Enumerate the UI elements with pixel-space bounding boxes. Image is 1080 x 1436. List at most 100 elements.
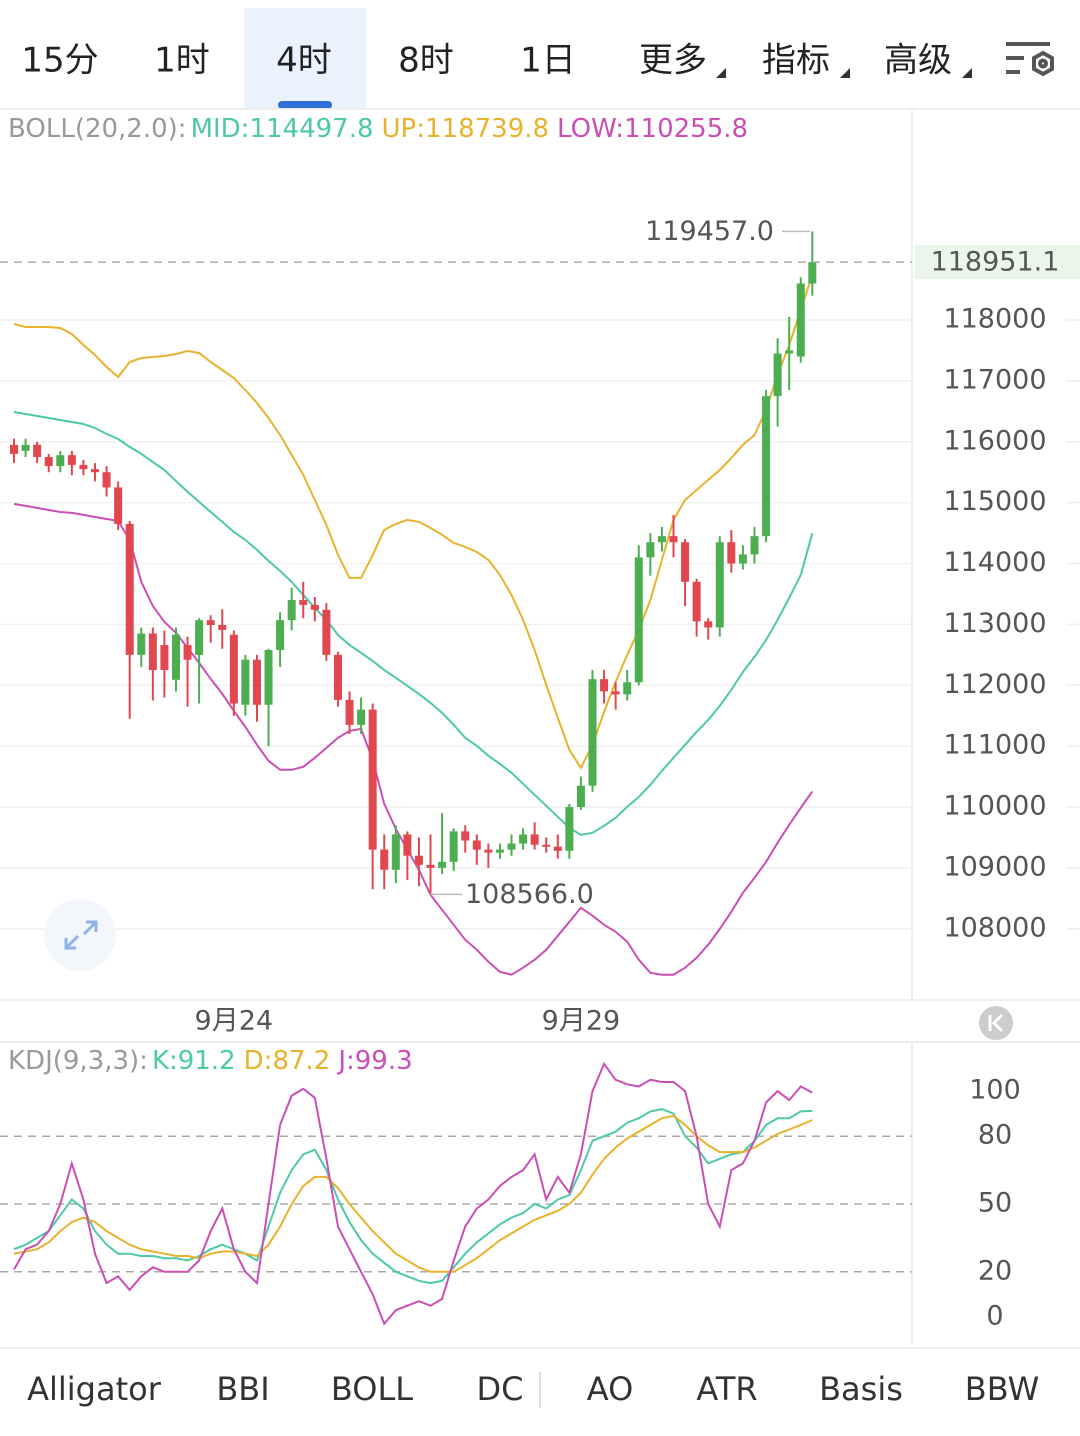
candle-body — [252, 659, 261, 705]
indicator-line — [13, 1061, 813, 1326]
candle-body — [125, 523, 134, 655]
tab[interactable]: 8时 — [398, 41, 454, 81]
candle-body — [576, 785, 585, 808]
candle-body — [33, 444, 42, 457]
y-tick-label: 113000 — [943, 608, 1046, 639]
legend-value: 99.3 — [355, 1046, 413, 1076]
y-tick-label: 80 — [978, 1120, 1012, 1151]
current-price-box — [915, 245, 1080, 280]
indicator-tab[interactable]: BOLL — [331, 1370, 413, 1408]
candle-body — [90, 469, 99, 473]
candle-body — [403, 834, 412, 856]
candle-body — [657, 536, 666, 543]
candle-body — [195, 620, 204, 655]
indicator-header: KDJ(9,3,3): K:91.2 D:87.2 J:99.3 — [8, 1046, 413, 1076]
y-tick-label: 112000 — [943, 669, 1046, 700]
indicator-line — [13, 274, 814, 770]
indicator-tab[interactable]: Alligator — [27, 1370, 162, 1408]
y-tick-label: 117000 — [943, 364, 1046, 395]
tab[interactable]: 指标 — [762, 41, 830, 81]
x-tick-label: 9月29 — [542, 1006, 621, 1037]
candle-body — [264, 649, 273, 705]
current-price-label: 118951.1 — [931, 247, 1060, 278]
candle-body — [183, 645, 192, 660]
candle-body — [704, 621, 713, 628]
y-tick-label: 115000 — [943, 486, 1046, 517]
candle-body — [669, 536, 678, 543]
indicator-name: KDJ(9,3,3): — [8, 1046, 148, 1076]
candle-body — [310, 604, 319, 610]
candle-body — [322, 609, 331, 655]
indicator-line — [13, 1108, 813, 1285]
candle-body — [21, 444, 30, 451]
candle-body — [773, 353, 782, 397]
y-tick-label: 110000 — [943, 791, 1046, 822]
tab[interactable]: 15分 — [21, 41, 98, 81]
candle-body — [171, 634, 180, 680]
candle-body — [56, 455, 65, 467]
indicator-tab[interactable]: BBW — [965, 1370, 1039, 1408]
tab[interactable]: 4时 — [276, 41, 332, 81]
candle-body — [738, 554, 747, 564]
candle-body — [785, 350, 794, 354]
candle-body — [79, 464, 88, 470]
settings-icon[interactable] — [1006, 42, 1054, 77]
kdj-chart: 0 20 50 80 100 KDJ(9,3,3): K:91.2 D:87.2 J:99.3 — [0, 1046, 1021, 1331]
y-tick-label: 118000 — [943, 304, 1046, 335]
candle-body — [600, 679, 609, 692]
y-tick-label: 114000 — [943, 547, 1046, 578]
candle-body — [692, 581, 701, 622]
legend-name: J: — [336, 1046, 354, 1076]
candle-body — [44, 456, 53, 467]
indicator-tab[interactable]: AO — [587, 1370, 634, 1408]
candle-body — [10, 444, 18, 454]
candle-body — [530, 834, 539, 845]
y-tick-label: 50 — [978, 1188, 1012, 1219]
candle-body — [762, 396, 771, 537]
legend-value: 118739.8 — [425, 114, 549, 144]
tab[interactable]: 高级 — [884, 41, 952, 81]
indicator-line — [13, 1114, 813, 1273]
candle-body — [345, 699, 354, 725]
y-tick-label: 0 — [986, 1300, 1003, 1331]
y-tick-label: 116000 — [943, 425, 1046, 456]
dropdown-marker — [962, 68, 972, 78]
candle-body — [299, 600, 308, 605]
candle-body — [426, 864, 435, 868]
candle-body — [229, 634, 238, 704]
candle-body — [472, 840, 481, 850]
tab[interactable]: 1时 — [154, 41, 210, 81]
indicator-tab[interactable]: DC — [477, 1370, 524, 1408]
candle-body — [449, 831, 458, 862]
tab[interactable]: 1日 — [520, 41, 576, 81]
legend-value: 87.2 — [272, 1046, 330, 1076]
legend-name: MID: — [191, 114, 250, 144]
candle-body — [727, 542, 736, 564]
candle-body — [588, 679, 597, 786]
candle-body — [276, 620, 285, 650]
dropdown-marker — [840, 68, 850, 78]
y-tick-label: 111000 — [943, 730, 1046, 761]
candle-body — [206, 620, 215, 626]
x-tick-label: 9月24 — [195, 1006, 274, 1037]
tab[interactable]: 更多 — [639, 41, 707, 81]
candle-body — [507, 843, 516, 850]
candle-body — [391, 834, 400, 870]
candle-body — [461, 831, 470, 841]
indicator-tab[interactable]: Basis — [819, 1370, 903, 1408]
candle-body — [241, 659, 250, 705]
expand-button[interactable] — [44, 899, 116, 971]
reset-button[interactable] — [979, 1006, 1013, 1040]
legend-name: LOW: — [557, 114, 624, 144]
legend-value: 91.2 — [178, 1046, 236, 1076]
candle-body — [519, 834, 528, 844]
indicator-line — [13, 502, 814, 976]
selected-tab-underline — [278, 101, 332, 109]
indicator-line — [13, 411, 814, 836]
candle-body — [495, 849, 504, 853]
indicator-tab[interactable]: ATR — [696, 1370, 757, 1408]
indicator-tab[interactable]: BBI — [216, 1370, 269, 1408]
timeframe-tabs: 15分 1时 4时 8时 1日 更多 指标 高级 — [21, 41, 952, 81]
